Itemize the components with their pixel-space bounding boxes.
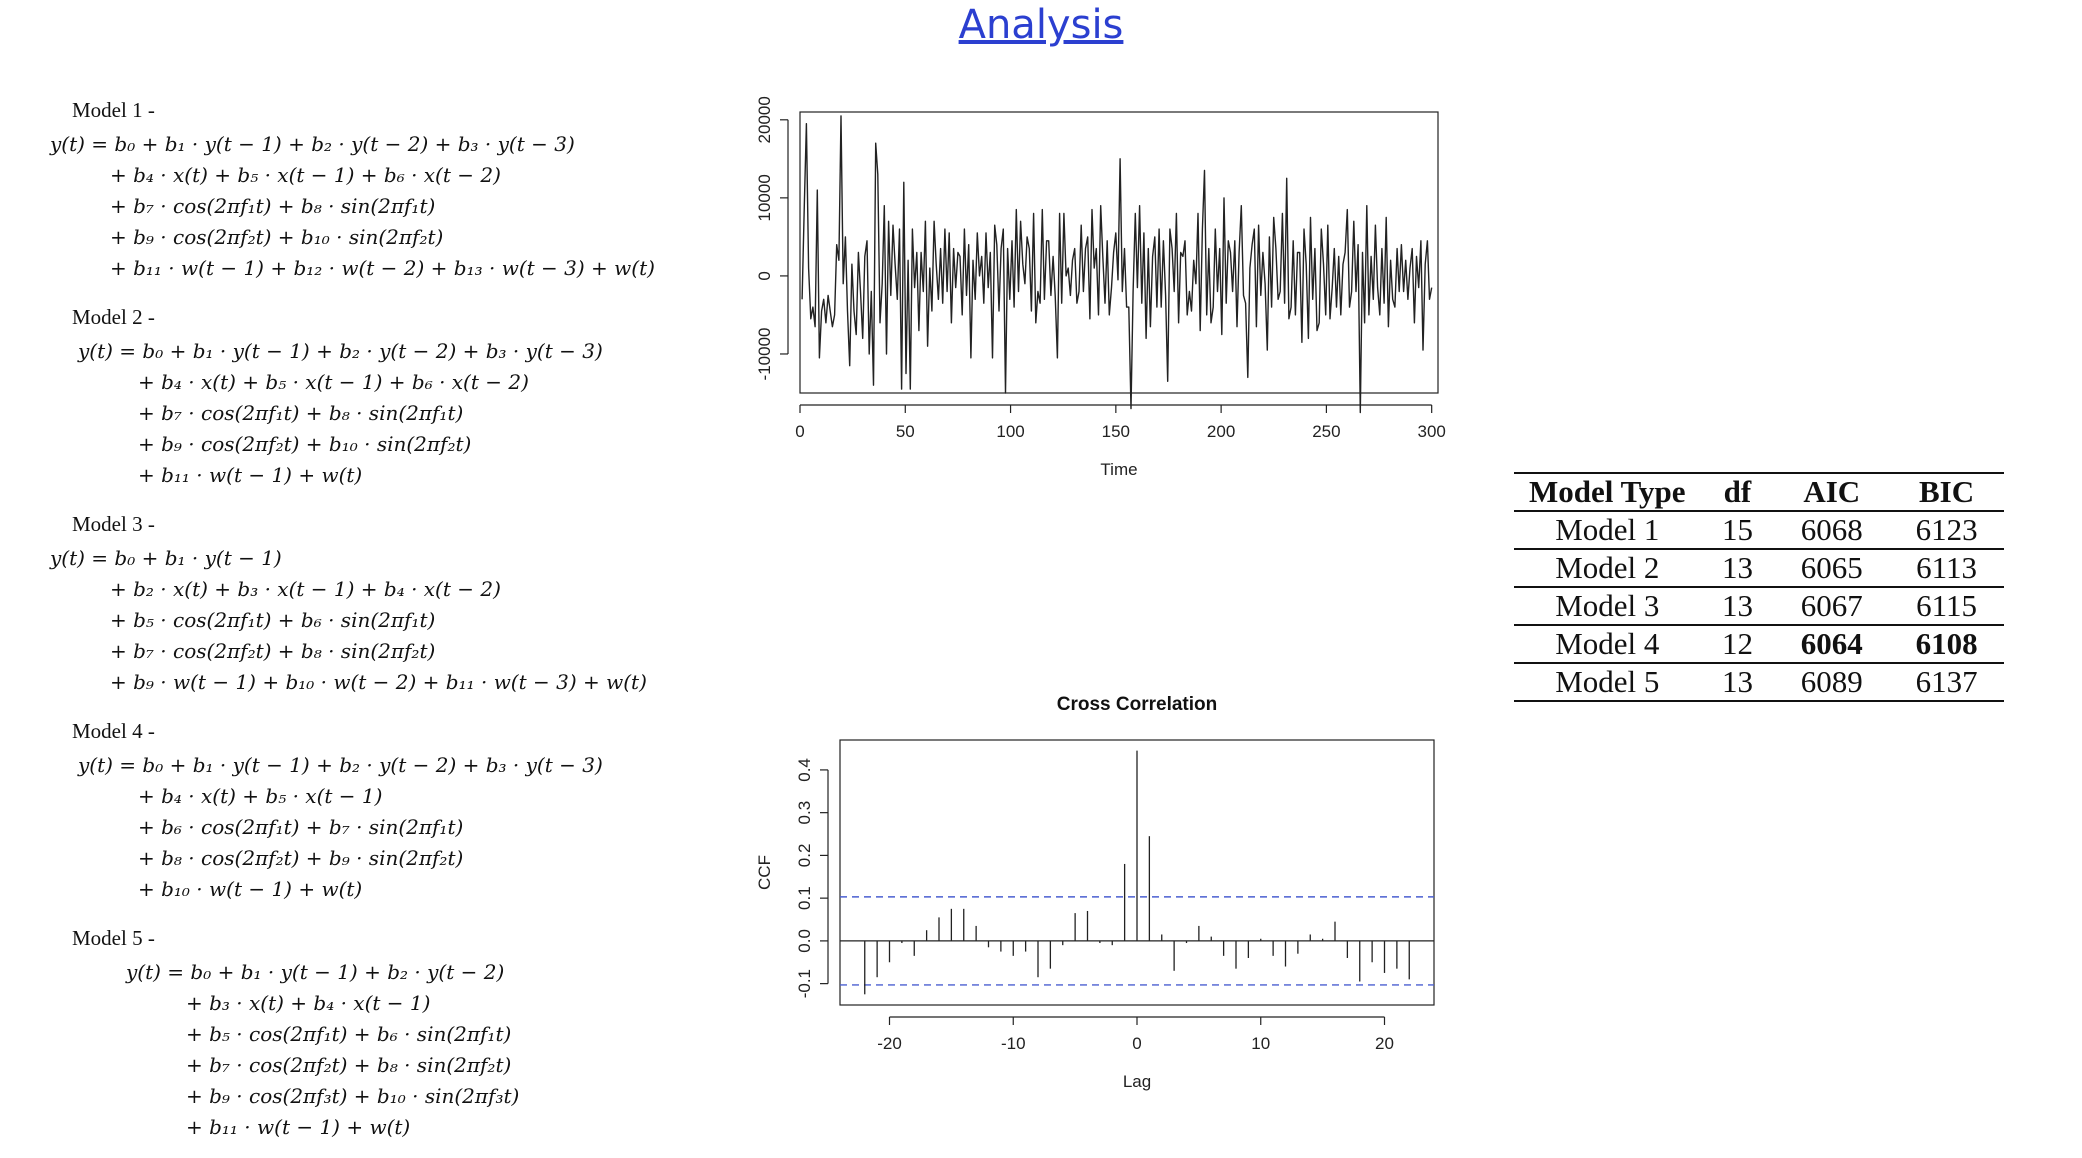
plot-frame — [839, 739, 1435, 1006]
table-header-row: Model Type df AIC BIC — [1514, 472, 2004, 512]
model-equation-line: + b₁₁ · w(t − 1) + w(t) — [186, 1115, 411, 1139]
model-title: Model 2 - — [72, 305, 155, 329]
y-tick-label: 0.4 — [795, 758, 814, 782]
x-tick-label: 0 — [1132, 1034, 1141, 1053]
y-tick-label: 10000 — [755, 174, 774, 221]
x-tick-label: -10 — [1001, 1034, 1026, 1053]
cell-bic: 6137 — [1889, 663, 2004, 702]
table-row: Model 5 13 6089 6137 — [1514, 663, 2004, 702]
table-row-best: Model 4 12 6064 6108 — [1514, 625, 2004, 664]
model-equation-line: + b₈ · cos(2πf₂t) + b₉ · sin(2πf₂t) — [138, 846, 464, 870]
x-tick-label: -20 — [877, 1034, 902, 1053]
model-equation-line: + b₅ · cos(2πf₁t) + b₆ · sin(2πf₁t) — [110, 608, 436, 632]
cell-aic: 6067 — [1774, 587, 1890, 626]
cell-model-type: Model 4 — [1514, 625, 1701, 664]
cell-model-type: Model 1 — [1514, 511, 1701, 550]
y-tick-label: 0.2 — [795, 844, 814, 868]
cell-df: 13 — [1700, 587, 1775, 626]
x-tick-label: 100 — [996, 422, 1024, 441]
series-line — [801, 115, 1433, 414]
model-title: Model 5 - — [72, 926, 155, 950]
cell-aic: 6065 — [1774, 549, 1890, 588]
cross-correlation-chart: Cross Correlation -20 -10 0 10 20 Lag -0.1 0.0 0.… — [755, 694, 1435, 1091]
model-equation-line: + b₇ · cos(2πf₂t) + b₈ · sin(2πf₂t) — [186, 1053, 512, 1077]
header-df: df — [1700, 472, 1775, 512]
model-equation-line: + b₆ · cos(2πf₁t) + b₇ · sin(2πf₁t) — [138, 815, 464, 839]
cell-model-type: Model 3 — [1514, 587, 1701, 626]
model-title: Model 3 - — [72, 512, 155, 536]
model-equation-line: + b₁₀ · w(t − 1) + w(t) — [138, 877, 363, 901]
model-equation-line: + b₁₁ · w(t − 1) + b₁₂ · w(t − 2) + b₁₃ … — [110, 256, 655, 280]
cell-aic: 6064 — [1774, 625, 1890, 664]
table-row: Model 2 13 6065 6113 — [1514, 549, 2004, 588]
x-tick-label: 10 — [1251, 1034, 1270, 1053]
x-axis-label: Lag — [1123, 1072, 1151, 1091]
model-equation-line: + b₉ · cos(2πf₂t) + b₁₀ · sin(2πf₂t) — [138, 432, 472, 456]
model-title: Model 4 - — [72, 719, 155, 743]
page-title[interactable]: Analysis — [958, 2, 1124, 48]
model-equation-line: + b₉ · w(t − 1) + b₁₀ · w(t − 2) + b₁₁ ·… — [110, 670, 647, 694]
model-equation-line: y(t) = b₀ + b₁ · y(t − 1) + b₂ · y(t − 2… — [126, 960, 505, 984]
y-tick-label: 0.0 — [795, 929, 814, 953]
cell-df: 15 — [1700, 511, 1775, 550]
model-equation-line: + b₉ · cos(2πf₃t) + b₁₀ · sin(2πf₃t) — [186, 1084, 520, 1108]
cell-df: 12 — [1700, 625, 1775, 664]
model-equation-line: + b₇ · cos(2πf₁t) + b₈ · sin(2πf₁t) — [110, 194, 436, 218]
header-model-type: Model Type — [1514, 472, 1701, 512]
cell-aic: 6068 — [1774, 511, 1890, 550]
x-tick-label: 150 — [1102, 422, 1130, 441]
model-equation-line: + b₇ · cos(2πf₁t) + b₈ · sin(2πf₁t) — [138, 401, 464, 425]
y-tick-label: 0.1 — [795, 886, 814, 910]
model-equation-line: y(t) = b₀ + b₁ · y(t − 1) + b₂ · y(t − 2… — [78, 339, 603, 363]
cell-model-type: Model 5 — [1514, 663, 1701, 702]
model-equation-line: + b₇ · cos(2πf₂t) + b₈ · sin(2πf₂t) — [110, 639, 436, 663]
x-tick-label: 200 — [1207, 422, 1235, 441]
model-equation-line: + b₅ · cos(2πf₁t) + b₆ · sin(2πf₁t) — [186, 1022, 512, 1046]
y-tick-label: -0.1 — [795, 969, 814, 998]
model-equation-line: y(t) = b₀ + b₁ · y(t − 1) — [50, 546, 282, 570]
x-tick-label: 0 — [795, 422, 804, 441]
model-equation-line: + b₂ · x(t) + b₃ · x(t − 1) + b₄ · x(t −… — [110, 577, 501, 601]
cell-model-type: Model 2 — [1514, 549, 1701, 588]
y-tick-label: 0 — [755, 271, 774, 280]
cell-df: 13 — [1700, 549, 1775, 588]
y-tick-label: 0.3 — [795, 801, 814, 825]
time-series-chart: 0 50 100 150 200 250 300 Time -10000 0 10000 20000 — [755, 96, 1446, 479]
x-tick-label: 300 — [1417, 422, 1445, 441]
model-equations-panel: Model 1 - y(t) = b₀ + b₁ · y(t − 1) + b₂ … — [0, 0, 760, 1158]
model-equation-line: + b₁₁ · w(t − 1) + w(t) — [138, 463, 363, 487]
plot-frame — [799, 111, 1439, 394]
model-equation-line: + b₄ · x(t) + b₅ · x(t − 1) — [138, 784, 383, 808]
cell-bic: 6113 — [1889, 549, 2004, 588]
y-axis-label: CCF — [755, 855, 774, 890]
x-axis-label: Time — [1100, 460, 1137, 479]
cell-bic: 6115 — [1889, 587, 2004, 626]
model-equation-line: y(t) = b₀ + b₁ · y(t − 1) + b₂ · y(t − 2… — [50, 132, 575, 156]
x-tick-label: 250 — [1312, 422, 1340, 441]
chart-title: Cross Correlation — [1057, 694, 1217, 715]
model-equation-line: + b₃ · x(t) + b₄ · x(t − 1) — [186, 991, 431, 1015]
model-equation-line: + b₄ · x(t) + b₅ · x(t − 1) + b₆ · x(t −… — [110, 163, 501, 187]
y-tick-label: 20000 — [755, 96, 774, 143]
model-equation-line: + b₄ · x(t) + b₅ · x(t − 1) + b₆ · x(t −… — [138, 370, 529, 394]
cell-df: 13 — [1700, 663, 1775, 702]
x-tick-label: 20 — [1375, 1034, 1394, 1053]
model-equation-line: y(t) = b₀ + b₁ · y(t − 1) + b₂ · y(t − 2… — [78, 753, 603, 777]
x-tick-label: 50 — [896, 422, 915, 441]
model-comparison-table: Model Type df AIC BIC Model 1 15 6068 61… — [1514, 472, 2004, 702]
model-title: Model 1 - — [72, 98, 155, 122]
cell-bic: 6123 — [1889, 511, 2004, 550]
header-aic: AIC — [1774, 472, 1890, 512]
y-tick-label: -10000 — [755, 328, 774, 381]
model-comparison-table-wrap: Model Type df AIC BIC Model 1 15 6068 61… — [1514, 472, 2004, 702]
model-equation-line: + b₉ · cos(2πf₂t) + b₁₀ · sin(2πf₂t) — [110, 225, 444, 249]
table-row: Model 3 13 6067 6115 — [1514, 587, 2004, 626]
header-bic: BIC — [1889, 472, 2004, 512]
cell-bic: 6108 — [1889, 625, 2004, 664]
table-row: Model 1 15 6068 6123 — [1514, 511, 2004, 550]
cell-aic: 6089 — [1774, 663, 1890, 702]
